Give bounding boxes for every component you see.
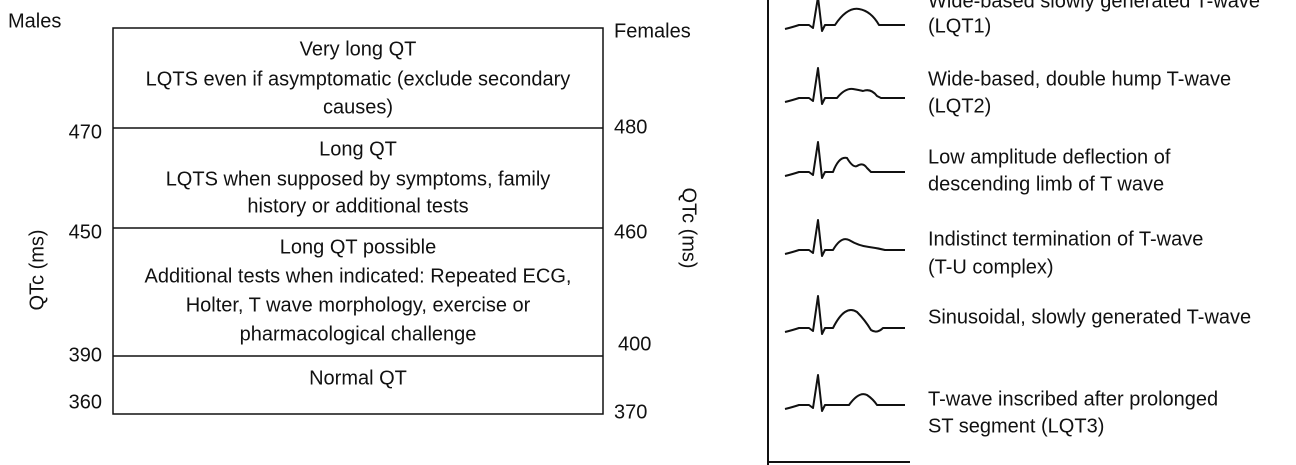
section-text: history or additional tests: [247, 195, 468, 217]
section-text: LQTS when supposed by symptoms, family: [166, 168, 551, 190]
male-axis-label: QTc (ms): [26, 229, 48, 310]
ecg-description: Sinusoidal, slowly generated T-wave: [928, 306, 1251, 328]
female-axis-label: QTc (ms): [678, 187, 700, 268]
ecg-waveform: [784, 0, 905, 32]
section-text: Holter, T wave morphology, exercise or: [186, 294, 531, 316]
qt-box: [112, 27, 604, 415]
section-text: pharmacological challenge: [240, 323, 477, 345]
female-tick: 460: [614, 221, 647, 243]
ecg-description: Wide-based, double hump T-wave: [928, 68, 1231, 90]
ecg-waveform: [784, 295, 905, 335]
ecg-waveform: [784, 219, 905, 257]
section-text: Additional tests when indicated: Repeate…: [145, 265, 572, 287]
male-label: Males: [8, 10, 61, 32]
section-title: Normal QT: [309, 367, 407, 389]
section-text: causes): [323, 96, 393, 118]
ecg-descriptions: Wide-based slowly generated T-wave (LQT1)…: [928, 0, 1260, 437]
section-title: Long QT possible: [280, 236, 436, 258]
female-tick: 400: [618, 333, 651, 355]
ecg-description: (LQT1): [928, 15, 991, 37]
ecg-description: (T-U complex): [928, 256, 1054, 278]
female-tick: 480: [614, 116, 647, 138]
ecg-description: Low amplitude deflection of: [928, 146, 1171, 168]
section-title: Very long QT: [300, 38, 417, 60]
ecg-description: T-wave inscribed after prolonged: [928, 388, 1218, 410]
female-tick: 370: [614, 401, 647, 423]
section-title: Long QT: [319, 138, 397, 160]
male-tick: 450: [69, 221, 102, 243]
ecg-description: (LQT2): [928, 95, 991, 117]
ecg-waveform: [784, 141, 905, 179]
female-label: Females: [614, 20, 691, 42]
ecg-description: Wide-based slowly generated T-wave: [928, 0, 1260, 12]
ecg-description: Indistinct termination of T-wave: [928, 228, 1203, 250]
ecg-description: descending limb of T wave: [928, 173, 1164, 195]
sections: Very long QT LQTS even if asymptomatic (e…: [145, 38, 572, 389]
male-tick: 470: [69, 121, 102, 143]
ecg-waveform: [784, 374, 905, 412]
section-text: LQTS even if asymptomatic (exclude secon…: [146, 68, 571, 90]
ecg-waveform: [784, 67, 905, 105]
male-tick: 390: [69, 344, 102, 366]
male-tick: 360: [69, 391, 102, 413]
ecg-description: ST segment (LQT3): [928, 415, 1104, 437]
